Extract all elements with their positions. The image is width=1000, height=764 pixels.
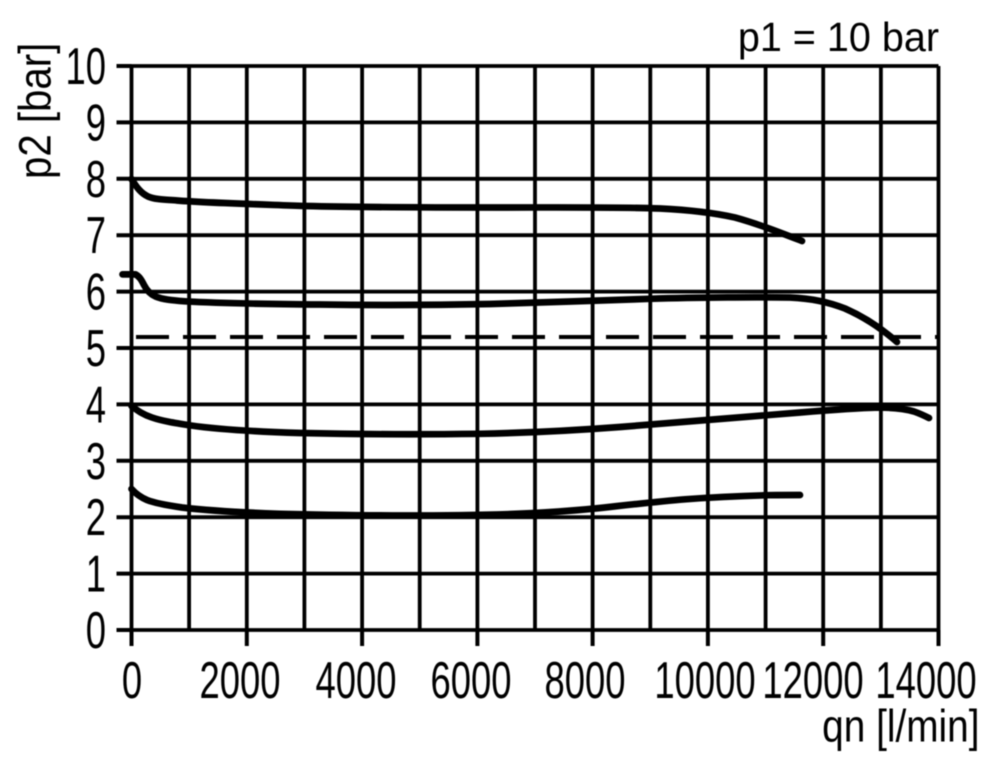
svg-text:3: 3 [86,431,106,490]
svg-text:10000: 10000 [654,650,755,709]
svg-text:1: 1 [86,544,106,603]
svg-text:6: 6 [86,262,106,321]
svg-text:6000: 6000 [431,650,512,709]
svg-text:p1 = 10 bar: p1 = 10 bar [738,14,939,60]
svg-text:qn [l/min]: qn [l/min] [822,701,979,751]
svg-text:4000: 4000 [316,650,397,709]
svg-text:p2 [bar]: p2 [bar] [10,43,61,179]
svg-text:8: 8 [86,149,106,208]
svg-text:8000: 8000 [545,650,626,709]
svg-text:9: 9 [86,93,106,152]
svg-text:4: 4 [86,375,106,434]
svg-text:2: 2 [86,488,106,547]
svg-text:7: 7 [86,206,106,265]
svg-text:2000: 2000 [200,650,281,709]
svg-text:0: 0 [86,600,106,659]
svg-text:0: 0 [122,650,142,709]
svg-text:10: 10 [66,36,106,95]
svg-text:14000: 14000 [875,650,976,709]
svg-text:12000: 12000 [762,650,863,709]
svg-text:5: 5 [86,318,106,377]
